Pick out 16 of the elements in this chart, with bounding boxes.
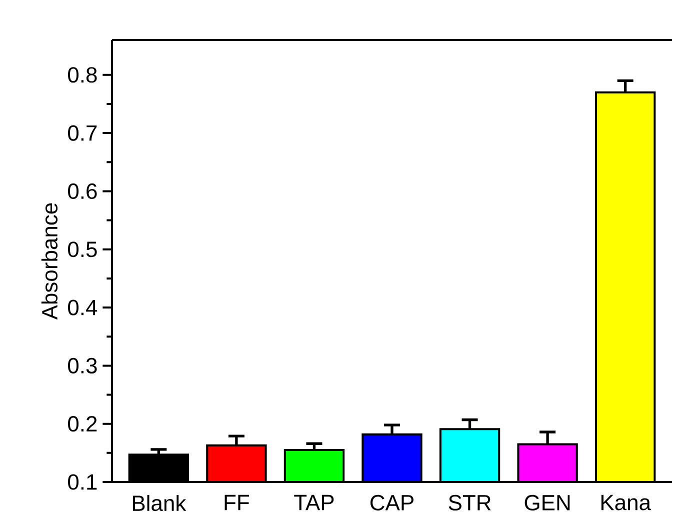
x-tick-label: Blank bbox=[132, 494, 186, 512]
x-tick-label: TAP bbox=[294, 494, 334, 510]
x-tick-label: CAP bbox=[370, 494, 414, 511]
y-tick-label: 0.4 bbox=[68, 300, 98, 316]
y-tick-label: 0.7 bbox=[68, 125, 97, 141]
y-tick-label: 0.1 bbox=[68, 474, 97, 490]
x-tick-label: Kana bbox=[601, 494, 652, 510]
x-tick-label: STR bbox=[448, 494, 491, 511]
y-tick-label: 0.2 bbox=[68, 416, 97, 432]
x-tick-label: GEN bbox=[524, 494, 570, 511]
y-axis-title: Absorbance bbox=[41, 203, 58, 320]
y-tick-label: 0.8 bbox=[68, 67, 97, 83]
y-tick-label: 0.3 bbox=[68, 358, 97, 374]
x-tick-label: FF bbox=[224, 494, 249, 510]
y-tick-label: 0.5 bbox=[68, 242, 97, 258]
y-tick-label: 0.6 bbox=[68, 183, 97, 199]
